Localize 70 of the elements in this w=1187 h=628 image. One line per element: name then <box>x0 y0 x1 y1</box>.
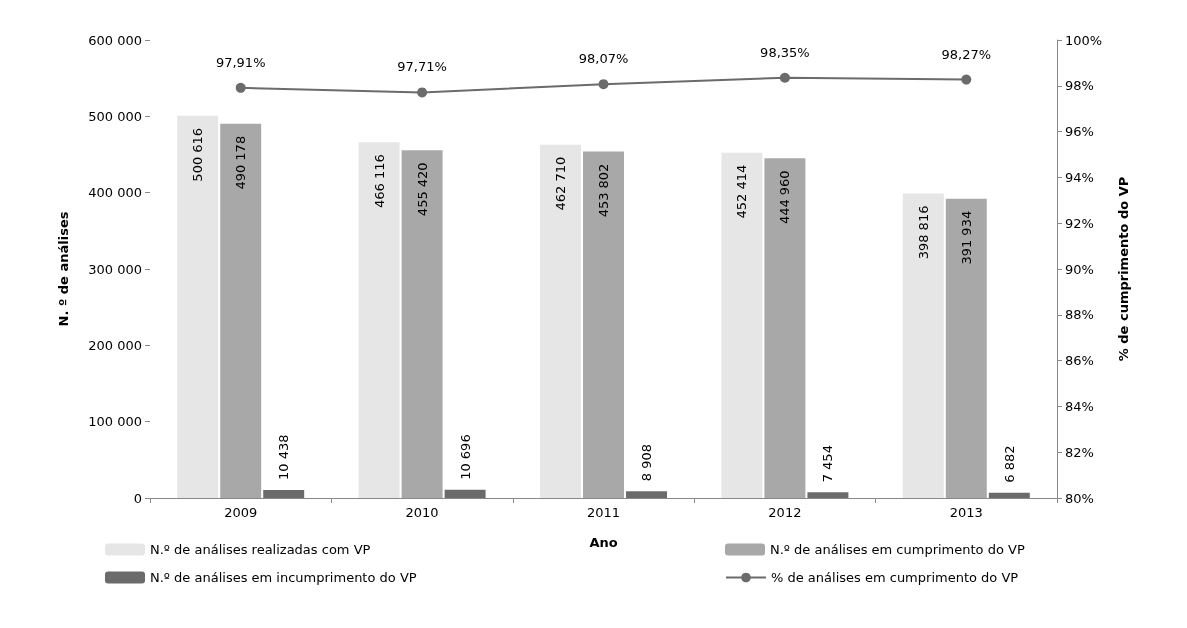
data-label: 398 816 <box>915 205 931 260</box>
y2-axis-title: % de cumprimento do VP <box>1116 176 1131 362</box>
bar <box>540 144 581 498</box>
bar <box>626 491 667 498</box>
x-tick-label: 2010 <box>405 505 439 520</box>
y-axis-title: N. º de análises <box>56 211 71 327</box>
legend-label: N.º de análises em cumprimento do VP <box>770 542 1025 557</box>
y2-tick-label: 80% <box>1065 490 1094 506</box>
data-label: 452 414 <box>734 164 750 219</box>
x-tick-label: 2011 <box>586 505 621 520</box>
legend-label: % de análises em cumprimento do VP <box>771 570 1019 585</box>
bar <box>988 492 1030 498</box>
y2-tick-label: 100% <box>1065 32 1103 48</box>
bar <box>902 193 944 498</box>
point <box>417 87 428 98</box>
y-tick-label: 500 000 <box>88 108 142 124</box>
point <box>779 72 790 83</box>
x-tick-label: 2009 <box>224 505 258 520</box>
y-tick-label: 300 000 <box>88 261 142 277</box>
data-label: 500 616 <box>190 127 206 182</box>
y2-tick-label: 88% <box>1065 307 1094 323</box>
data-label: 490 178 <box>233 135 249 190</box>
bar <box>583 151 624 498</box>
bar <box>444 489 486 498</box>
y-tick-label: 600 000 <box>88 32 142 48</box>
data-label: 97,71% <box>397 59 447 75</box>
y2-tick-label: 90% <box>1065 261 1094 277</box>
bar <box>401 150 443 498</box>
y2-tick-label: 86% <box>1065 353 1094 369</box>
bar <box>358 142 400 498</box>
data-label: 10 438 <box>276 434 292 481</box>
y2-tick-label: 98% <box>1065 78 1094 94</box>
data-label: 10 696 <box>457 434 473 480</box>
y2-tick-label: 92% <box>1065 215 1094 231</box>
data-label: 8 908 <box>639 443 655 482</box>
bar <box>764 158 806 498</box>
data-label: 97,91% <box>215 54 266 70</box>
point <box>235 82 246 93</box>
point <box>598 79 609 90</box>
bar <box>220 123 262 498</box>
y2-tick-label: 84% <box>1065 398 1094 414</box>
data-label: 7 454 <box>820 445 836 483</box>
y-tick-label: 200 000 <box>88 337 142 353</box>
y2-tick-label: 82% <box>1065 444 1094 460</box>
x-tick-label: 2012 <box>768 505 802 520</box>
data-label: 98,35% <box>760 44 810 60</box>
bar <box>263 490 305 498</box>
legend-label: N.º de análises em incumprimento do VP <box>150 570 417 585</box>
bar <box>807 492 849 498</box>
bar <box>721 152 763 498</box>
data-label: 98,07% <box>578 51 629 67</box>
data-label: 453 802 <box>596 163 611 218</box>
x-tick-label: 2013 <box>949 505 983 520</box>
data-label: 462 710 <box>552 156 568 211</box>
data-label: 391 934 <box>958 210 974 265</box>
data-label: 444 960 <box>777 170 793 225</box>
legend-label: N.º de análises realizadas com VP <box>150 542 371 557</box>
data-label: 6 882 <box>1001 445 1017 483</box>
bar <box>177 115 219 498</box>
y-tick-label: 0 <box>133 490 142 506</box>
y2-tick-label: 94% <box>1065 169 1094 185</box>
x-axis-title: Ano <box>589 535 618 550</box>
data-label: 455 420 <box>414 162 430 217</box>
bar <box>945 198 987 498</box>
y2-tick-label: 96% <box>1065 124 1094 140</box>
point <box>961 74 972 85</box>
y-tick-label: 100 000 <box>88 414 142 430</box>
data-label: 466 116 <box>371 154 387 208</box>
y-tick-label: 400 000 <box>88 185 142 201</box>
data-label: 98,27% <box>941 46 992 62</box>
